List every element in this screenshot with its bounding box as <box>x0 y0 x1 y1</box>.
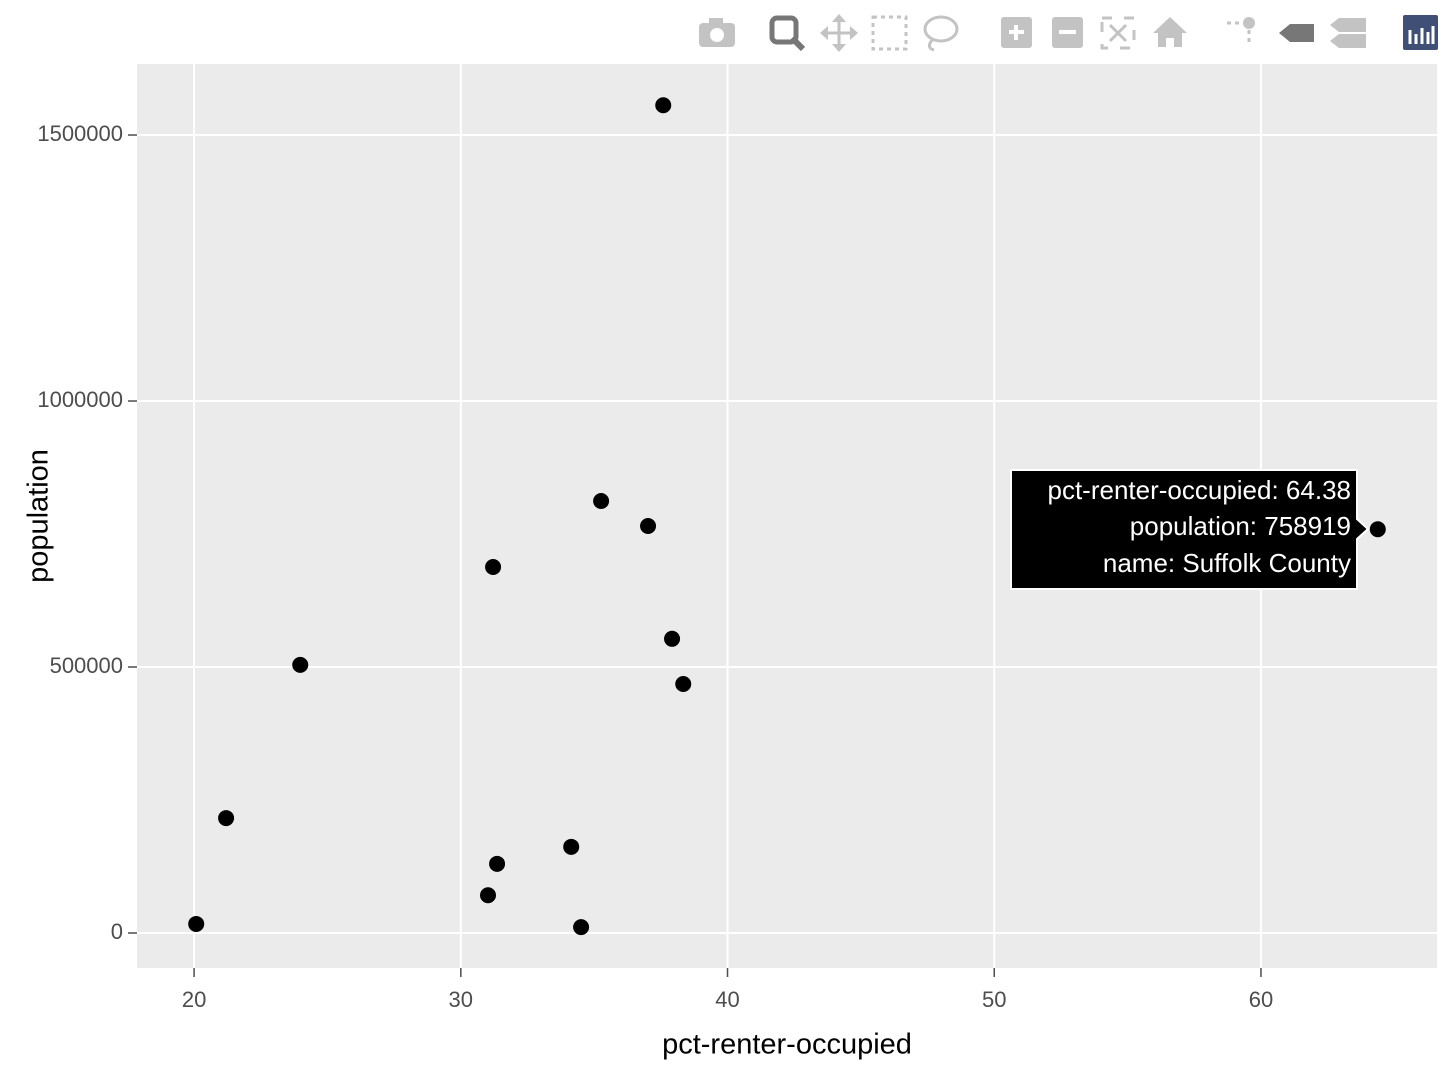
autoscale-button[interactable] <box>1100 16 1136 50</box>
point <box>480 887 497 904</box>
plotly-logo[interactable] <box>1403 15 1438 50</box>
lasso-button[interactable] <box>923 15 959 52</box>
x-tick-label: 30 <box>449 987 473 1012</box>
zoom-button[interactable] <box>769 15 806 52</box>
tooltip-line: pct-renter-occupied: 64.38 <box>1047 475 1351 505</box>
box-select-button[interactable] <box>871 15 908 51</box>
hover-closest-button[interactable] <box>1279 24 1314 42</box>
x-tick-label: 20 <box>182 987 206 1012</box>
point <box>485 558 502 575</box>
y-tick-label: 1500000 <box>37 121 123 146</box>
x-tick-label: 60 <box>1249 987 1273 1012</box>
tooltip-line: population: 758919 <box>1130 511 1351 541</box>
y-tick-label: 500000 <box>50 653 123 678</box>
pan-button[interactable] <box>820 14 858 52</box>
tooltip-line: name: Suffolk County <box>1103 548 1351 578</box>
point <box>593 493 610 510</box>
x-axis-title: pct-renter-occupied <box>662 1029 912 1061</box>
camera-button[interactable] <box>699 18 735 47</box>
tooltip-box <box>1010 469 1370 590</box>
spike-button[interactable] <box>1227 17 1255 46</box>
x-tick-label: 40 <box>715 987 739 1012</box>
point <box>655 97 672 114</box>
y-axis-title: population <box>23 449 55 583</box>
point <box>640 518 657 535</box>
point <box>563 838 580 855</box>
modebar <box>699 14 1438 52</box>
point <box>292 656 309 673</box>
zoom-out-button[interactable] <box>1052 17 1083 48</box>
point <box>218 810 235 827</box>
point <box>664 630 681 647</box>
grid <box>137 64 1437 968</box>
points <box>188 97 1386 936</box>
reset-button[interactable] <box>1153 17 1187 47</box>
x-tick-label: 50 <box>982 987 1006 1012</box>
point <box>188 915 205 932</box>
y-tick-label: 0 <box>111 919 123 944</box>
tooltip: pct-renter-occupied: 64.38 population: 7… <box>1010 469 1370 590</box>
zoom-in-button[interactable] <box>1001 17 1032 48</box>
point <box>489 855 506 872</box>
point <box>1369 521 1386 538</box>
point <box>573 919 590 936</box>
hover-compare-button[interactable] <box>1330 18 1366 48</box>
y-tick-label: 1000000 <box>37 387 123 412</box>
point <box>675 676 692 693</box>
